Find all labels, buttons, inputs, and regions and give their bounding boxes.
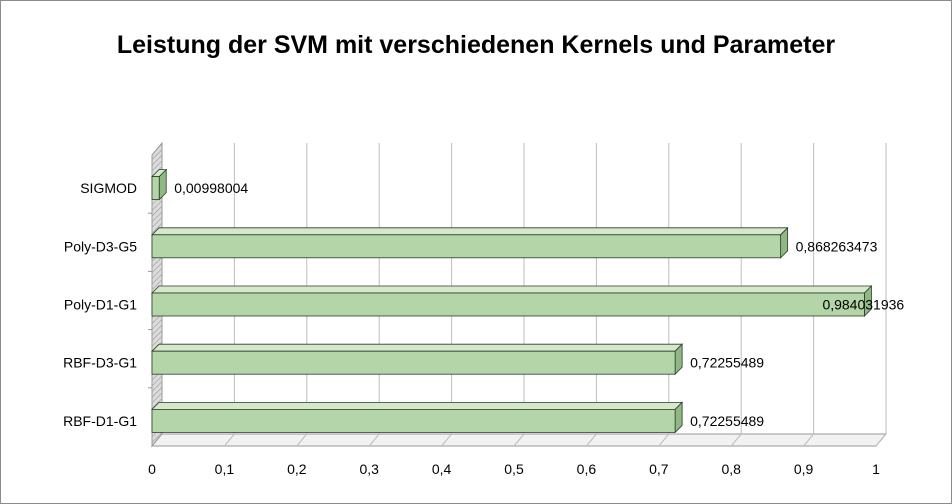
x-tick-label: 0,2 [287,461,307,477]
gridline-floor [730,433,742,447]
x-tick-label: 0,8 [721,461,741,477]
data-label: 0,72255489 [690,355,764,371]
gridline-floor [224,433,235,447]
gridline-floor [875,433,887,447]
bar [151,401,684,434]
data-label: 0,868263473 [796,238,878,254]
category-label: RBF-D3-G1 [63,355,137,371]
bar-top-face [151,401,684,410]
x-tick-label: 0,3 [359,461,379,477]
gridline-floor [296,433,308,447]
bar-top-face [151,343,684,352]
bar-front-face [151,408,676,433]
gridline-floor [803,433,814,447]
bar-front-face [151,350,676,375]
category-label: RBF-D1-G1 [63,413,137,429]
bar [151,343,684,376]
bar [151,168,168,201]
category-label: SIGMOD [80,180,137,196]
bar-front-face [151,234,782,259]
bar-top-face [151,227,789,236]
x-tick-label: 0,6 [577,461,597,477]
x-tick-label: 0,7 [649,461,669,477]
x-tick-label: 1 [872,461,880,477]
chart-title: Leistung der SVM mit verschiedenen Kerne… [116,31,836,59]
category-label: Poly-D1-G1 [64,297,137,313]
x-tick-label: 0,5 [504,461,524,477]
gridline-floor [586,433,597,447]
bar [151,285,873,317]
bar [151,226,789,259]
gridline-floor [368,433,380,447]
x-tick-label: 0,4 [432,461,452,477]
gridline-floor [658,433,670,447]
data-label: 0,72255489 [690,413,764,429]
x-tick-label: 0 [148,461,156,477]
bar-front-face [151,176,160,201]
bar-front-face [151,292,865,317]
data-label: 0,00998004 [174,180,248,196]
bar-top-face [151,285,873,294]
category-label: Poly-D3-G5 [64,238,137,254]
x-tick-label: 0,1 [215,461,235,477]
gridline-floor [441,433,452,447]
gridline-floor [513,433,525,447]
x-tick-label: 0,9 [794,461,814,477]
data-label: 0,984031936 [822,297,904,313]
